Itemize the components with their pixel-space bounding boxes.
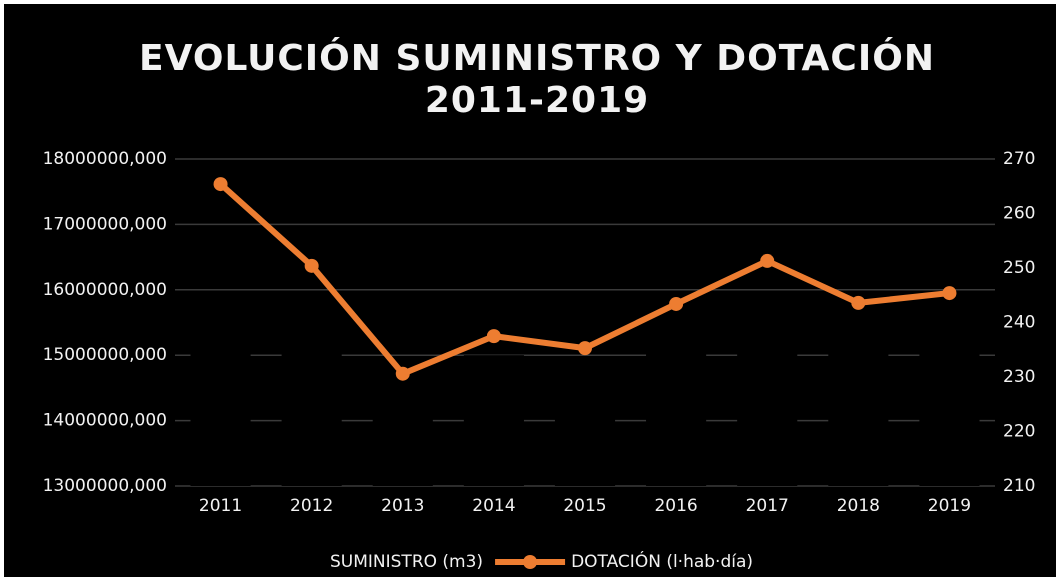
bar (828, 335, 889, 486)
y-tick-label: 15000000,000 (43, 345, 167, 365)
point (669, 296, 684, 311)
point (213, 177, 228, 192)
point (851, 295, 866, 310)
bar (646, 342, 707, 486)
x-tick-label: 2014 (472, 496, 515, 516)
x-tick-label: 2013 (381, 496, 424, 516)
x-tick-label: 2019 (928, 496, 971, 516)
bar (737, 322, 798, 486)
legend-label: DOTACIÓN (l·hab·día) (571, 550, 753, 572)
y-tick-label: 17000000,000 (43, 214, 167, 234)
chart-title: EVOLUCIÓN SUMINISTRO Y DOTACIÓN (139, 37, 935, 79)
point (304, 258, 319, 273)
y2-tick-label: 220 (1003, 422, 1035, 442)
point (942, 286, 957, 301)
x-tick-label: 2018 (837, 496, 880, 516)
legend-swatch-point (523, 555, 538, 569)
y-tick-label: 14000000,000 (43, 411, 167, 431)
bar (281, 342, 342, 486)
bar (190, 322, 251, 486)
y-tick-label: 13000000,000 (43, 476, 167, 496)
x-tick-label: 2015 (563, 496, 606, 516)
y2-tick-label: 210 (1003, 476, 1035, 496)
bar (372, 381, 433, 486)
y-tick-label: 16000000,000 (43, 280, 167, 300)
bar (554, 361, 616, 486)
point (395, 366, 410, 381)
x-tick-label: 2012 (290, 496, 333, 516)
y2-tick-label: 260 (1003, 204, 1035, 224)
point (760, 253, 775, 268)
legend-label: SUMINISTRO (m3) (330, 552, 483, 572)
point (486, 329, 501, 344)
bar (919, 329, 980, 486)
y2-tick-label: 230 (1003, 367, 1035, 387)
y2-tick-label: 240 (1003, 313, 1035, 333)
chart-subtitle: 2011-2019 (425, 80, 649, 121)
bar (463, 355, 524, 486)
y2-tick-label: 250 (1003, 258, 1035, 278)
point (578, 341, 592, 356)
x-tick-label: 2011 (199, 496, 242, 516)
y-tick-label: 18000000,000 (43, 149, 167, 169)
x-tick-label: 2017 (746, 496, 789, 516)
x-tick-label: 2016 (654, 496, 697, 516)
y2-tick-label: 270 (1003, 149, 1035, 169)
